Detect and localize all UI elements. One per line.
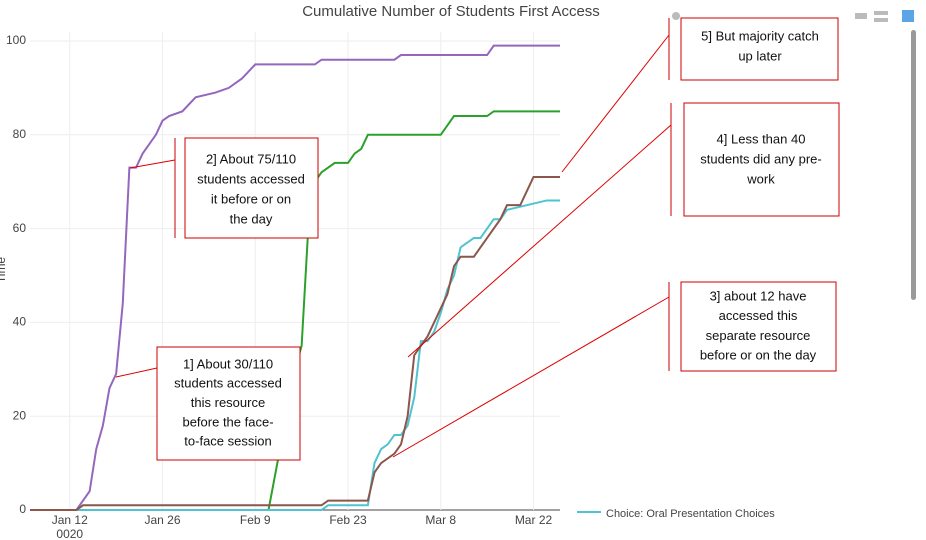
annotation-text: 5] But majority catch bbox=[701, 28, 819, 43]
annotation-text: this resource bbox=[191, 395, 265, 410]
scrollbar[interactable] bbox=[911, 30, 916, 300]
y-tick-label: 0 bbox=[19, 502, 26, 516]
annotation-text: students accessed bbox=[174, 376, 282, 391]
y-axis-label: Time bbox=[0, 257, 8, 284]
toolbar bbox=[672, 10, 914, 22]
annotation-text: 1] About 30/110 bbox=[183, 356, 273, 371]
legend-label: Choice: Oral Presentation Choices bbox=[606, 508, 775, 520]
x-tick-label: Jan 26 bbox=[144, 513, 180, 527]
series-line bbox=[30, 175, 560, 511]
annotation-text: before or on the day bbox=[700, 348, 817, 363]
annotation-arrow bbox=[392, 296, 670, 458]
annotation-text: the day bbox=[230, 211, 273, 226]
annotation-text: to-face session bbox=[184, 434, 271, 449]
x-tick-label: Mar 22 bbox=[515, 513, 553, 527]
annotation-box bbox=[683, 102, 840, 217]
annotation-arrow bbox=[407, 124, 672, 358]
annotation-text: 3] about 12 have bbox=[710, 288, 807, 303]
y-tick-label: 20 bbox=[13, 408, 27, 422]
tool-icon[interactable] bbox=[672, 12, 680, 20]
annotation-box bbox=[680, 281, 837, 372]
tool-icon[interactable] bbox=[902, 10, 914, 22]
annotation-arrow bbox=[129, 159, 176, 169]
annotation-text: students accessed bbox=[197, 171, 305, 186]
annotation-text: separate resource bbox=[706, 328, 811, 343]
annotation-text: 2] About 75/110 bbox=[206, 151, 296, 166]
annotation-box bbox=[184, 137, 319, 239]
y-tick-label: 100 bbox=[6, 33, 26, 47]
tool-icon[interactable] bbox=[874, 11, 888, 15]
x-tick-label: Feb 23 bbox=[329, 513, 367, 527]
annotation-box bbox=[680, 17, 839, 81]
tool-icon[interactable] bbox=[855, 13, 867, 19]
x-tick-label: Jan 12 bbox=[52, 513, 88, 527]
y-tick-label: 40 bbox=[13, 315, 27, 329]
x-tick-label: Feb 9 bbox=[240, 513, 271, 527]
x-tick-sublabel: 0020 bbox=[56, 527, 83, 540]
annotation-text: before the face- bbox=[182, 414, 273, 429]
annotation-arrow bbox=[115, 367, 158, 378]
annotations: 1] About 30/110 students accessed this res… bbox=[115, 17, 840, 461]
annotation-text: 4] Less than 40 bbox=[717, 131, 806, 146]
annotation-text: students did any pre- bbox=[700, 151, 821, 166]
tool-icon[interactable] bbox=[874, 18, 888, 22]
chart-title: Cumulative Number of Students First Acce… bbox=[302, 3, 600, 20]
x-tick-label: Mar 8 bbox=[425, 513, 456, 527]
y-tick-label: 80 bbox=[13, 127, 27, 141]
annotation-text: accessed this bbox=[719, 308, 798, 323]
annotation-arrow bbox=[561, 34, 670, 173]
y-tick-label: 60 bbox=[13, 221, 27, 235]
annotation-text: work bbox=[746, 171, 775, 186]
series-line bbox=[30, 44, 560, 511]
annotation-text: up later bbox=[738, 48, 782, 63]
annotation-text: it before or on bbox=[211, 191, 291, 206]
